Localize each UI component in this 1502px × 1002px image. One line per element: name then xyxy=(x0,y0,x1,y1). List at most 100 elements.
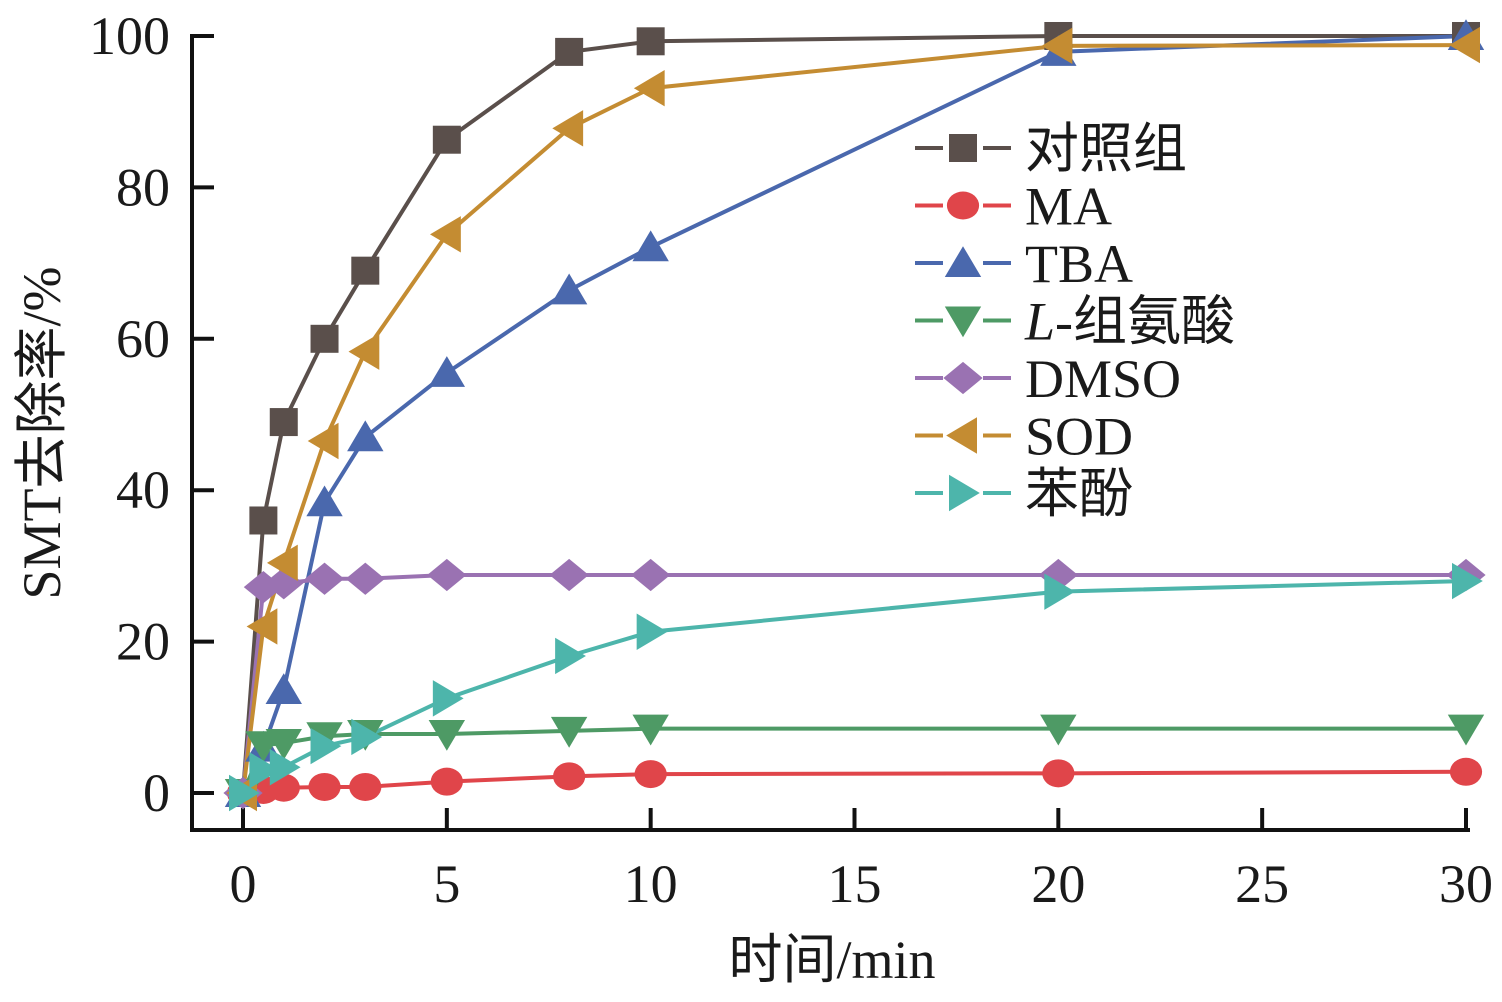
data-point xyxy=(555,37,584,66)
data-point xyxy=(269,408,298,437)
data-point xyxy=(249,506,278,535)
x-tick-label: 25 xyxy=(1235,854,1289,914)
x-tick-label: 30 xyxy=(1439,854,1493,914)
series-4 xyxy=(241,572,1466,794)
data-point xyxy=(1041,27,1073,65)
legend-entry: TBA xyxy=(915,234,1133,294)
legend-marker xyxy=(944,306,982,338)
x-ticks: 0 5 10 15 20 25 30 xyxy=(230,808,1493,914)
y-tick-label: 80 xyxy=(116,157,170,217)
series-line xyxy=(241,34,1466,794)
series-line xyxy=(241,572,1466,794)
data-point xyxy=(243,570,283,604)
data-point xyxy=(351,718,383,756)
data-point xyxy=(349,772,382,801)
legend-entry: 苯酚 xyxy=(915,464,1133,524)
series-line xyxy=(241,34,1467,794)
legend-marker xyxy=(946,417,977,454)
data-point xyxy=(310,324,339,353)
data-point xyxy=(430,767,463,796)
y-tick-label: 40 xyxy=(116,460,170,520)
data-point xyxy=(246,608,278,645)
legend-marker xyxy=(949,134,977,162)
data-point xyxy=(308,772,341,801)
data-point xyxy=(306,485,343,517)
legend-label: L-组氨酸 xyxy=(1024,292,1235,352)
legend-label: 苯酚 xyxy=(1025,464,1133,524)
data-point xyxy=(432,125,461,154)
x-tick-label: 5 xyxy=(433,854,460,914)
series-markers-0 xyxy=(229,22,1480,807)
data-point xyxy=(1044,573,1076,610)
axes xyxy=(190,34,1470,832)
series-markers-5 xyxy=(226,26,1480,812)
legend-marker xyxy=(943,361,983,395)
x-tick-label: 10 xyxy=(624,854,678,914)
data-point xyxy=(550,716,588,748)
data-point xyxy=(636,613,668,650)
data-point xyxy=(430,216,461,253)
data-point xyxy=(633,70,665,107)
x-tick-label: 20 xyxy=(1031,854,1085,914)
legend-entry: L-组氨酸 xyxy=(915,292,1235,352)
data-point xyxy=(550,273,588,305)
series-line xyxy=(241,579,1467,795)
x-tick-label: 15 xyxy=(828,854,882,914)
data-point xyxy=(249,752,281,789)
data-point xyxy=(1449,757,1483,786)
data-point xyxy=(307,422,339,460)
legend-entry: SOD xyxy=(915,407,1133,467)
data-point xyxy=(1452,562,1483,600)
data-point xyxy=(1040,714,1077,746)
data-point xyxy=(549,558,589,592)
y-axis-title: SMT去除率/% xyxy=(12,266,72,599)
series-0 xyxy=(241,34,1466,794)
series-line xyxy=(242,769,1467,795)
data-point xyxy=(348,333,380,370)
data-point xyxy=(555,637,586,675)
data-point xyxy=(1042,759,1075,788)
y-tick-label: 60 xyxy=(116,309,170,369)
y-tick-label: 0 xyxy=(143,763,170,823)
series-group xyxy=(223,19,1486,812)
y-tick-label: 100 xyxy=(89,6,170,66)
legend-label: MA xyxy=(1025,177,1112,237)
data-point xyxy=(351,256,380,285)
data-point xyxy=(229,774,260,812)
data-point xyxy=(632,714,669,746)
data-point xyxy=(428,356,466,387)
series-markers-2 xyxy=(224,19,1485,807)
series-5 xyxy=(241,43,1467,794)
data-point xyxy=(269,749,301,786)
data-point xyxy=(265,673,302,705)
y-ticks: 0 20 40 60 80 100 xyxy=(89,6,214,823)
legend-marker xyxy=(944,246,982,277)
legend-marker xyxy=(946,191,980,220)
data-point xyxy=(347,420,384,452)
data-point xyxy=(310,727,342,765)
series-markers-6 xyxy=(229,562,1483,812)
legend-label: DMSO xyxy=(1025,349,1181,409)
data-point xyxy=(552,110,584,147)
series-2 xyxy=(241,34,1467,794)
data-point xyxy=(266,544,298,582)
legend-label: SOD xyxy=(1025,407,1133,467)
data-point xyxy=(432,680,464,717)
legend-entry: 对照组 xyxy=(915,119,1187,179)
data-point xyxy=(1447,714,1485,746)
series-6 xyxy=(241,579,1467,795)
data-point xyxy=(631,558,671,592)
series-1 xyxy=(242,769,1467,795)
data-point xyxy=(632,230,669,262)
data-point xyxy=(634,760,667,789)
x-tick-label: 0 xyxy=(230,854,257,914)
y-tick-label: 20 xyxy=(116,612,170,672)
legend-marker xyxy=(949,474,980,512)
data-point xyxy=(427,558,467,592)
legend-entry: DMSO xyxy=(915,349,1181,409)
legend-label: TBA xyxy=(1025,234,1133,294)
data-point xyxy=(1449,26,1480,64)
data-point xyxy=(265,729,302,760)
series-line xyxy=(241,43,1467,794)
